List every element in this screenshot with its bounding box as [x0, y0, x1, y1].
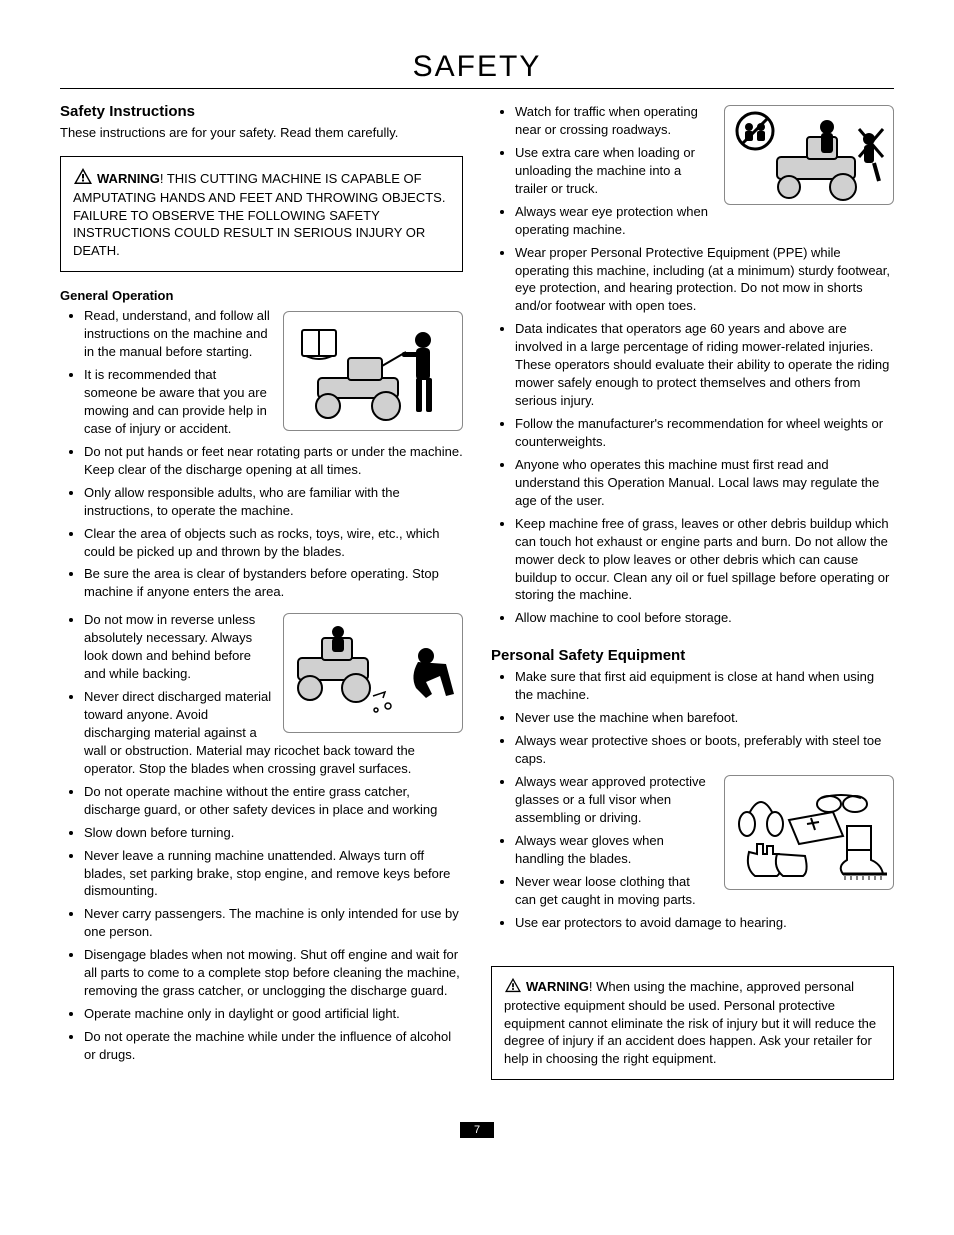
left-column: Safety Instructions These instructions a…: [60, 103, 463, 1096]
list-item: Do not operate machine without the entir…: [84, 783, 463, 819]
list-item: Anyone who operates this machine must fi…: [515, 456, 894, 510]
read-manual-mower-icon: [283, 311, 463, 431]
intro-text: These instructions are for your safety. …: [60, 124, 463, 142]
right-column: Watch for traffic when operating near or…: [491, 103, 894, 1096]
warning-box-bottom: WARNING! When using the machine, approve…: [491, 966, 894, 1081]
list-item: Never carry passengers. The machine is o…: [84, 905, 463, 941]
warning-triangle-icon: [73, 167, 93, 190]
ppe-block: Make sure that first aid equipment is cl…: [491, 668, 894, 941]
list-item: Do not put hands or feet near rotating p…: [84, 443, 463, 479]
list-item: Make sure that first aid equipment is cl…: [515, 668, 894, 704]
list-item: Always wear protective shoes or boots, p…: [515, 732, 894, 768]
page-number: 7: [460, 1122, 494, 1138]
list-item: Be sure the area is clear of bystanders …: [84, 565, 463, 601]
safety-instructions-heading: Safety Instructions: [60, 103, 463, 120]
warning-label: WARNING: [526, 979, 589, 994]
warning-label: WARNING: [97, 171, 160, 186]
page-title: SAFETY: [413, 50, 542, 83]
discharge-bystander-icon: [283, 613, 463, 733]
warning-triangle-icon: [504, 977, 522, 998]
list-item: Always wear eye protection when operatin…: [515, 203, 894, 239]
page-header: SAFETY: [60, 50, 894, 89]
ppe-heading: Personal Safety Equipment: [491, 647, 894, 664]
left-bullets-block: Read, understand, and follow all instruc…: [60, 307, 463, 1074]
general-operation-heading: General Operation: [60, 288, 463, 303]
page-footer: 7: [60, 1120, 894, 1138]
content-columns: Safety Instructions These instructions a…: [60, 103, 894, 1096]
list-item: Follow the manufacturer's recommendation…: [515, 415, 894, 451]
list-item: Clear the area of objects such as rocks,…: [84, 525, 463, 561]
list-item: Allow machine to cool before storage.: [515, 609, 894, 627]
no-passengers-icon: [724, 105, 894, 205]
list-item: Operate machine only in daylight or good…: [84, 1005, 463, 1023]
list-item: Never leave a running machine unattended…: [84, 847, 463, 901]
manual-page: SAFETY Safety Instructions These instruc…: [0, 0, 954, 1178]
list-item: Disengage blades when not mowing. Shut o…: [84, 946, 463, 1000]
list-item: Slow down before turning.: [84, 824, 463, 842]
list-item: Only allow responsible adults, who are f…: [84, 484, 463, 520]
list-item: Keep machine free of grass, leaves or ot…: [515, 515, 894, 605]
list-item: Data indicates that operators age 60 yea…: [515, 320, 894, 410]
warning-box-top: WARNING! THIS CUTTING MACHINE IS CAPABLE…: [60, 156, 463, 273]
right-top-block: Watch for traffic when operating near or…: [491, 103, 894, 637]
list-item: Use ear protectors to avoid damage to he…: [515, 914, 894, 932]
list-item: Never use the machine when barefoot.: [515, 709, 894, 727]
bullet-list: Make sure that first aid equipment is cl…: [491, 668, 894, 768]
list-item: Wear proper Personal Protective Equipmen…: [515, 244, 894, 316]
list-item: Do not operate the machine while under t…: [84, 1028, 463, 1064]
ppe-gear-icon: [724, 775, 894, 890]
